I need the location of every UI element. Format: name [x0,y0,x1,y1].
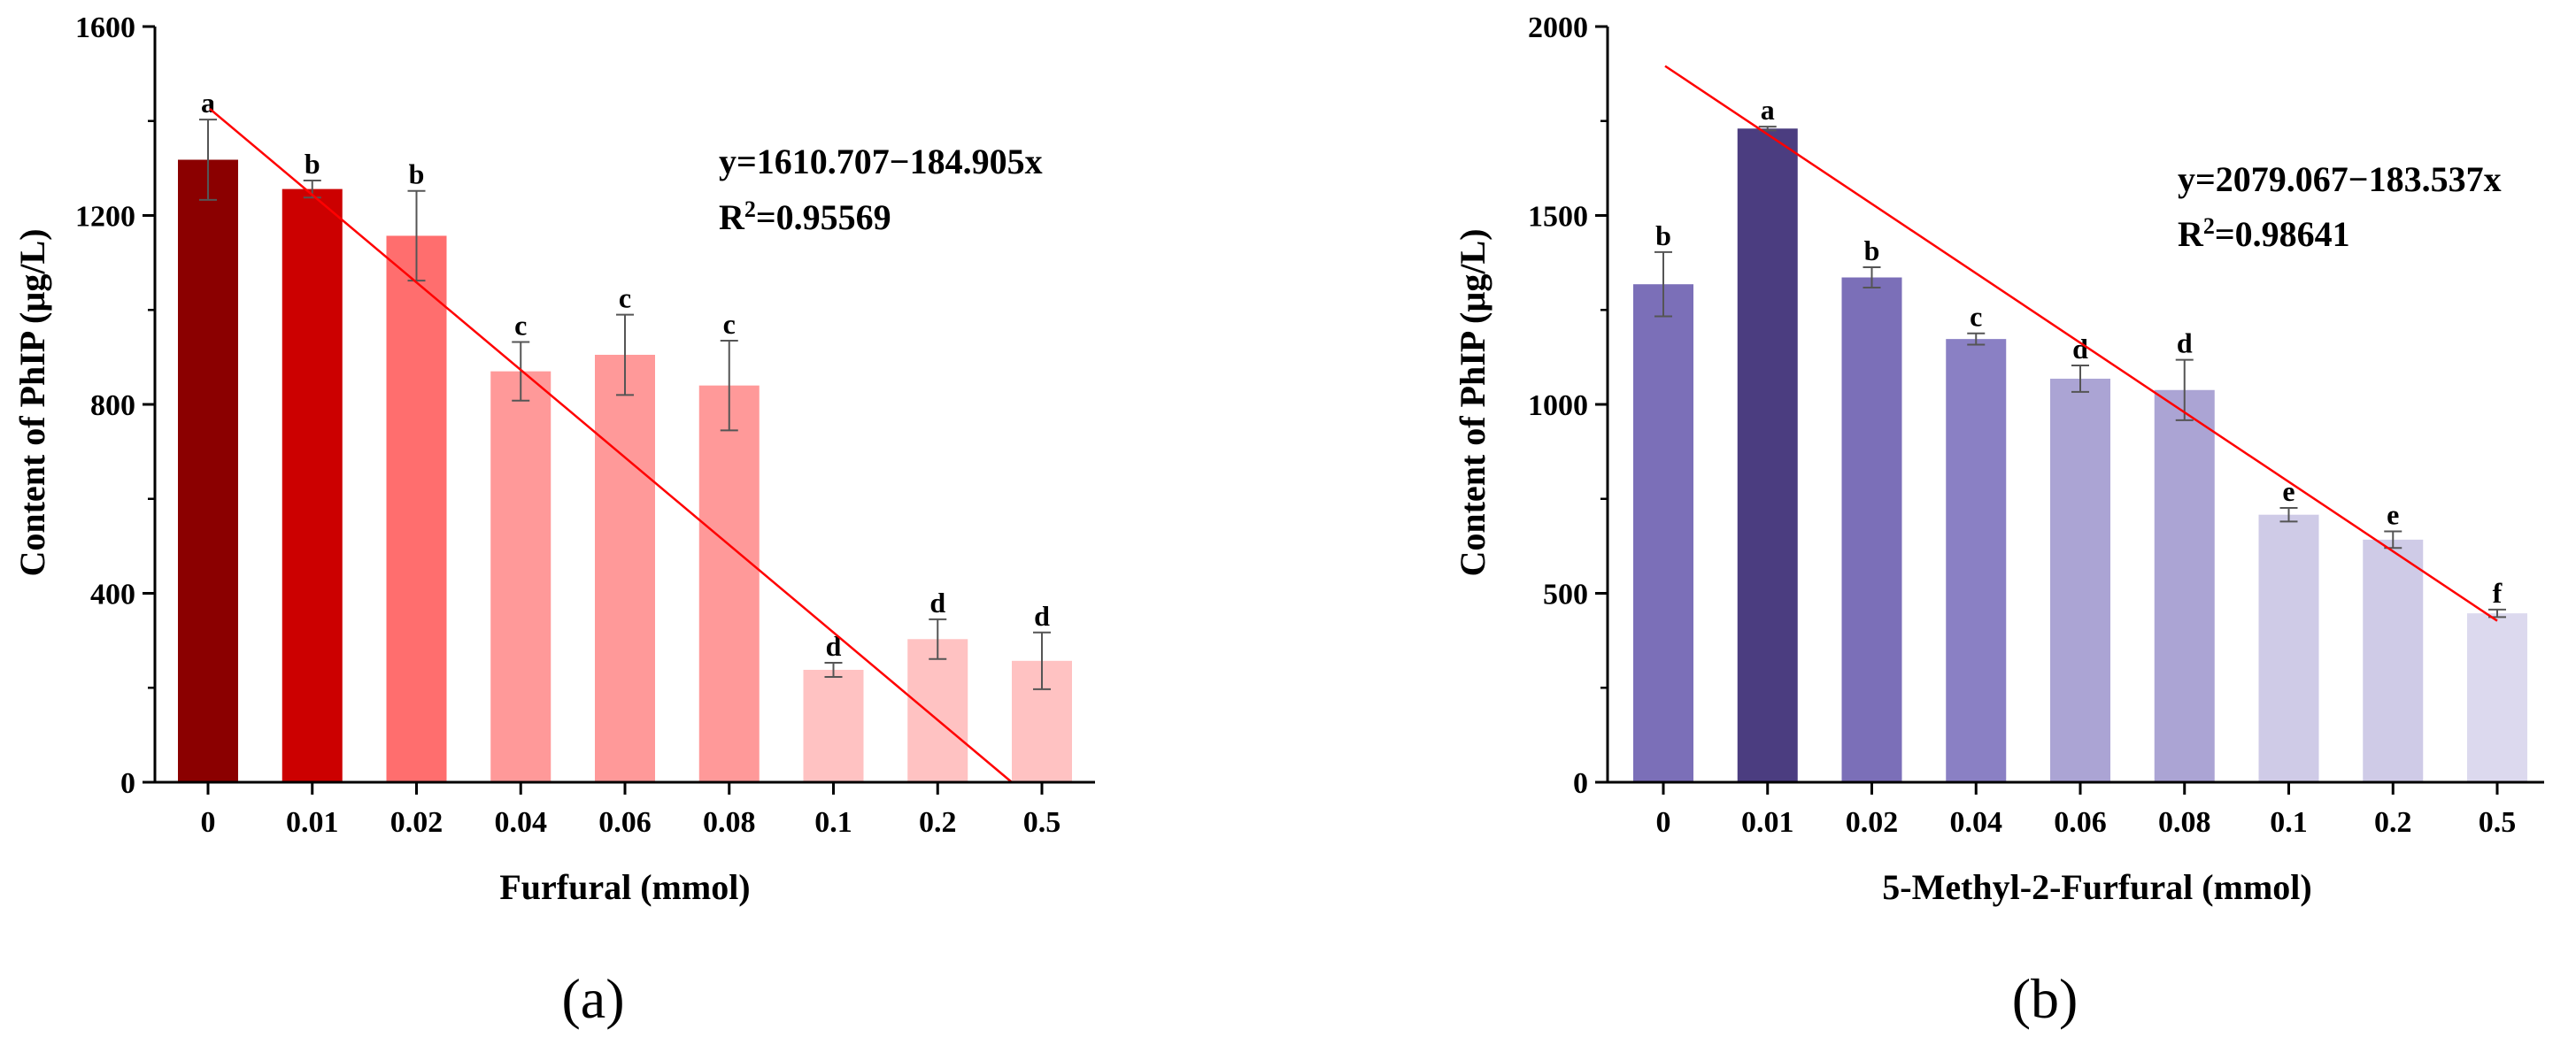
x-tick-labels: 0 0.01 0.02 0.04 0.06 0.08 0.1 0.2 0.5 [201,806,1061,839]
x-tick-label: 0.1 [814,806,852,839]
y-tick-labels: 0 400 800 1200 1600 [75,12,135,800]
r-squared-value: =0.95569 [756,197,891,237]
x-tick-labels: 0 0.01 0.02 0.04 0.06 0.08 0.1 0.2 0.5 [1656,806,2517,839]
significance-letters: a b b c c c d d d [201,87,1050,662]
r-squared-superscript: 2 [744,196,756,222]
x-axis-title: Furfural (mmol) [499,867,750,907]
bar [907,639,968,782]
axes [143,25,1095,795]
x-tick-label: 0.2 [919,806,957,839]
y-axis-title: Content of PhIP (µg/L) [1453,228,1492,576]
regression-equation: y=2079.067−183.537x [2178,159,2502,199]
bar [1737,128,1798,783]
x-tick-label: 0.04 [495,806,548,839]
bar [2258,514,2319,782]
significance-letter: d [1034,600,1050,632]
y-tick-label: 1500 [1528,201,1588,234]
bar-series [178,159,1072,783]
significance-letter: c [514,310,527,342]
y-tick-label: 1600 [75,12,135,44]
significance-letter: d [2072,333,2088,365]
y-axis-title: Content of PhIP (µg/L) [12,228,52,576]
axes [1595,25,2544,795]
x-tick-label: 0.01 [286,806,339,839]
x-tick-label: 0.08 [2158,806,2211,839]
panel-label: (b) [2012,967,2079,1030]
y-tick-label: 500 [1543,579,1588,611]
x-tick-label: 0.01 [1741,806,1794,839]
significance-letter: d [826,630,842,662]
fit-line [209,108,1013,783]
significance-letter: b [1864,234,1880,266]
significance-letter: e [2387,498,2399,530]
x-axis-title: 5-Methyl-2-Furfural (mmol) [1882,867,2311,907]
r-squared-value: =0.98641 [2215,214,2350,254]
significance-letter: f [2493,577,2503,609]
bar [282,188,343,783]
bar [1841,277,1902,782]
bar [595,354,655,782]
x-tick-label: 0 [1656,806,1671,839]
x-tick-label: 0.2 [2374,806,2412,839]
significance-letter: b [409,158,425,190]
x-tick-label: 0.06 [2054,806,2107,839]
significance-letter: c [1970,301,1982,333]
regression-line [1664,65,2498,622]
x-tick-label: 0.08 [703,806,756,839]
x-tick-label: 0.5 [1023,806,1061,839]
significance-letter: c [619,282,631,314]
bar-series [1633,128,2527,783]
regression-line [209,108,1013,783]
panel-label: (a) [561,967,624,1030]
x-tick-label: 0 [201,806,216,839]
y-tick-label: 1200 [75,201,135,234]
bar [386,235,447,782]
bar [1946,339,2007,782]
y-tick-label: 0 [1573,767,1588,800]
y-tick-label: 0 [120,767,135,800]
r-squared-prefix: R [2178,214,2204,254]
bar [698,385,760,782]
bar [2363,539,2424,782]
error-bars [1654,126,2506,619]
x-tick-label: 0.02 [1846,806,1899,839]
x-tick-label: 0.04 [1950,806,2003,839]
significance-letter: a [1761,94,1775,126]
r-squared: R2=0.95569 [719,196,891,237]
r-squared-prefix: R [719,197,745,237]
x-tick-label: 0.02 [390,806,443,839]
significance-letter: c [723,308,736,340]
bar [490,371,551,782]
regression-equation: y=1610.707−184.905x [719,142,1043,181]
x-tick-label: 0.5 [2479,806,2517,839]
bar [1633,284,1693,782]
significance-letter: a [201,87,215,119]
bar [2154,389,2215,782]
x-tick-label: 0.1 [2270,806,2308,839]
significance-letter: b [305,148,320,180]
bar [2467,613,2527,782]
y-tick-label: 2000 [1528,12,1588,44]
fit-line [1664,65,2498,622]
r-squared: R2=0.98641 [2178,213,2350,254]
y-tick-label: 1000 [1528,389,1588,422]
y-tick-label: 400 [90,579,135,611]
significance-letter: d [929,587,945,619]
significance-letter: b [1655,219,1671,251]
significance-letter: d [2177,327,2193,359]
y-tick-label: 800 [90,389,135,422]
r-squared-superscript: 2 [2203,213,2215,239]
x-tick-label: 0.06 [598,806,652,839]
bar [178,159,238,782]
y-tick-labels: 0 500 1000 1500 2000 [1528,12,1588,800]
bar [2050,378,2110,782]
bar [803,669,864,782]
